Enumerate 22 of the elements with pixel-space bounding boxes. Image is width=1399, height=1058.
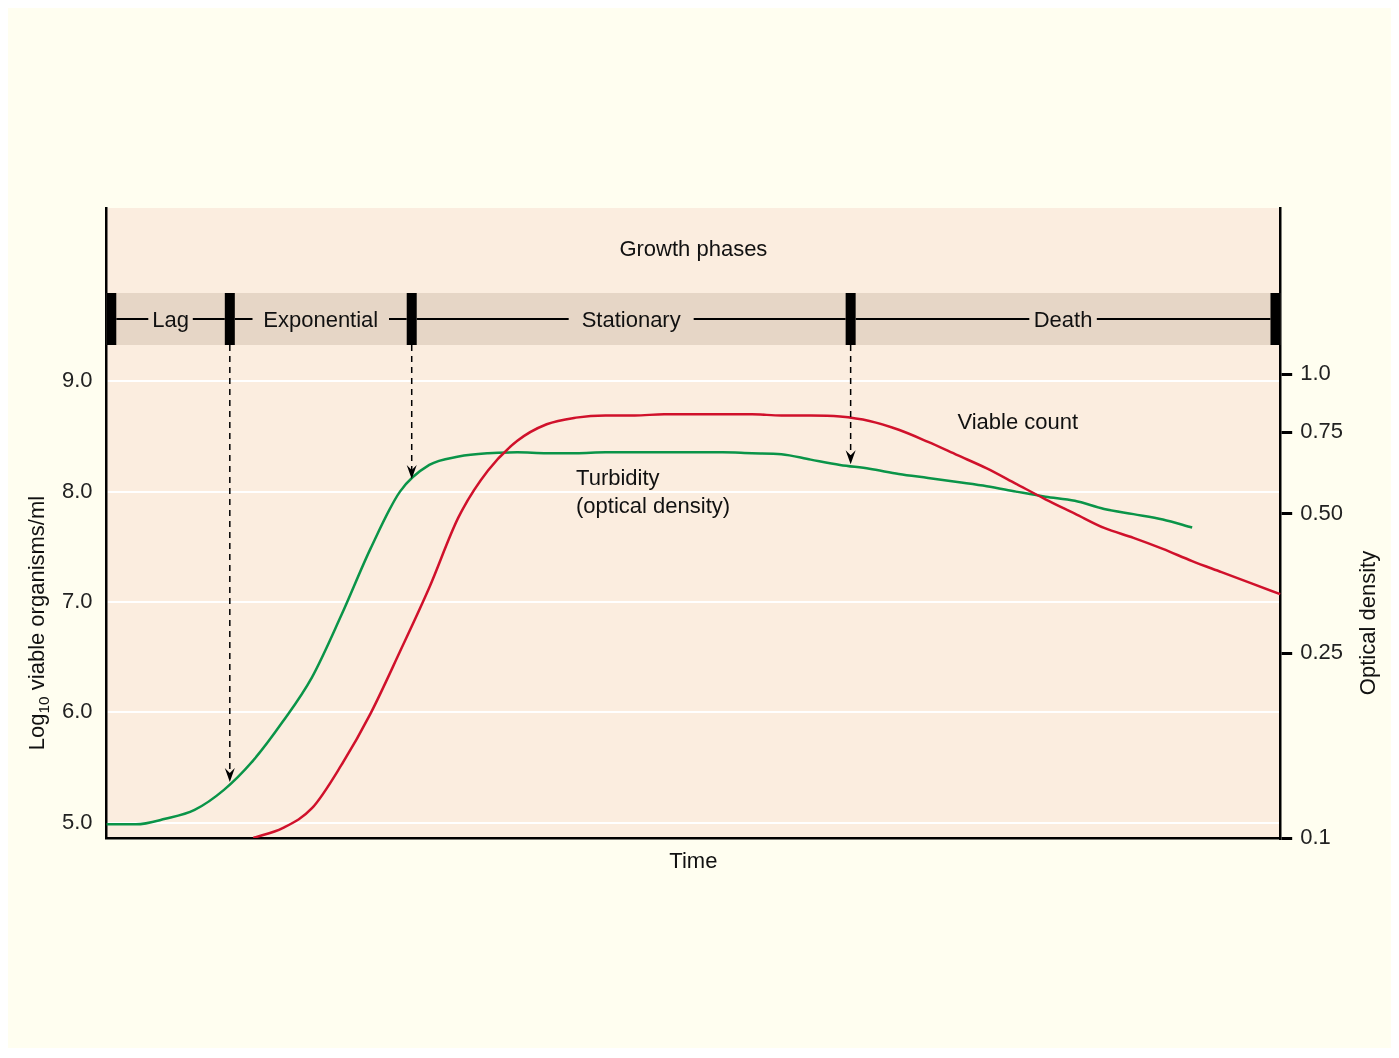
x-axis-title: Time <box>669 848 718 874</box>
annotation: Stationary <box>581 307 681 332</box>
y2-tick-label: 1.0 <box>1300 360 1331 386</box>
y2-axis-title: Optical density <box>1355 550 1381 696</box>
y2-tick-label: 0.25 <box>1300 639 1344 665</box>
annotation: Lag <box>152 307 189 332</box>
y-axis-title: Log10 viable organisms/ml <box>24 495 52 751</box>
text: Growth phases <box>619 236 768 262</box>
line-series <box>105 451 1194 826</box>
y-tick-label: 8.0 <box>61 477 93 503</box>
y2-tick-label: 0.75 <box>1300 418 1344 444</box>
y-tick-label: 9.0 <box>61 367 93 393</box>
y-tick-label: 7.0 <box>61 587 93 613</box>
annotation: Death <box>1033 307 1093 332</box>
y2-tick-label: 0.50 <box>1300 499 1344 525</box>
series-label: Turbidity (optical density) <box>576 465 731 519</box>
annotation: Exponential <box>263 307 379 332</box>
y-tick-label: 5.0 <box>61 808 93 834</box>
series-label: Viable count <box>957 409 1079 435</box>
line-series <box>252 413 1282 838</box>
y-tick-label: 6.0 <box>61 698 93 724</box>
y2-tick-label: 0.1 <box>1300 824 1331 850</box>
